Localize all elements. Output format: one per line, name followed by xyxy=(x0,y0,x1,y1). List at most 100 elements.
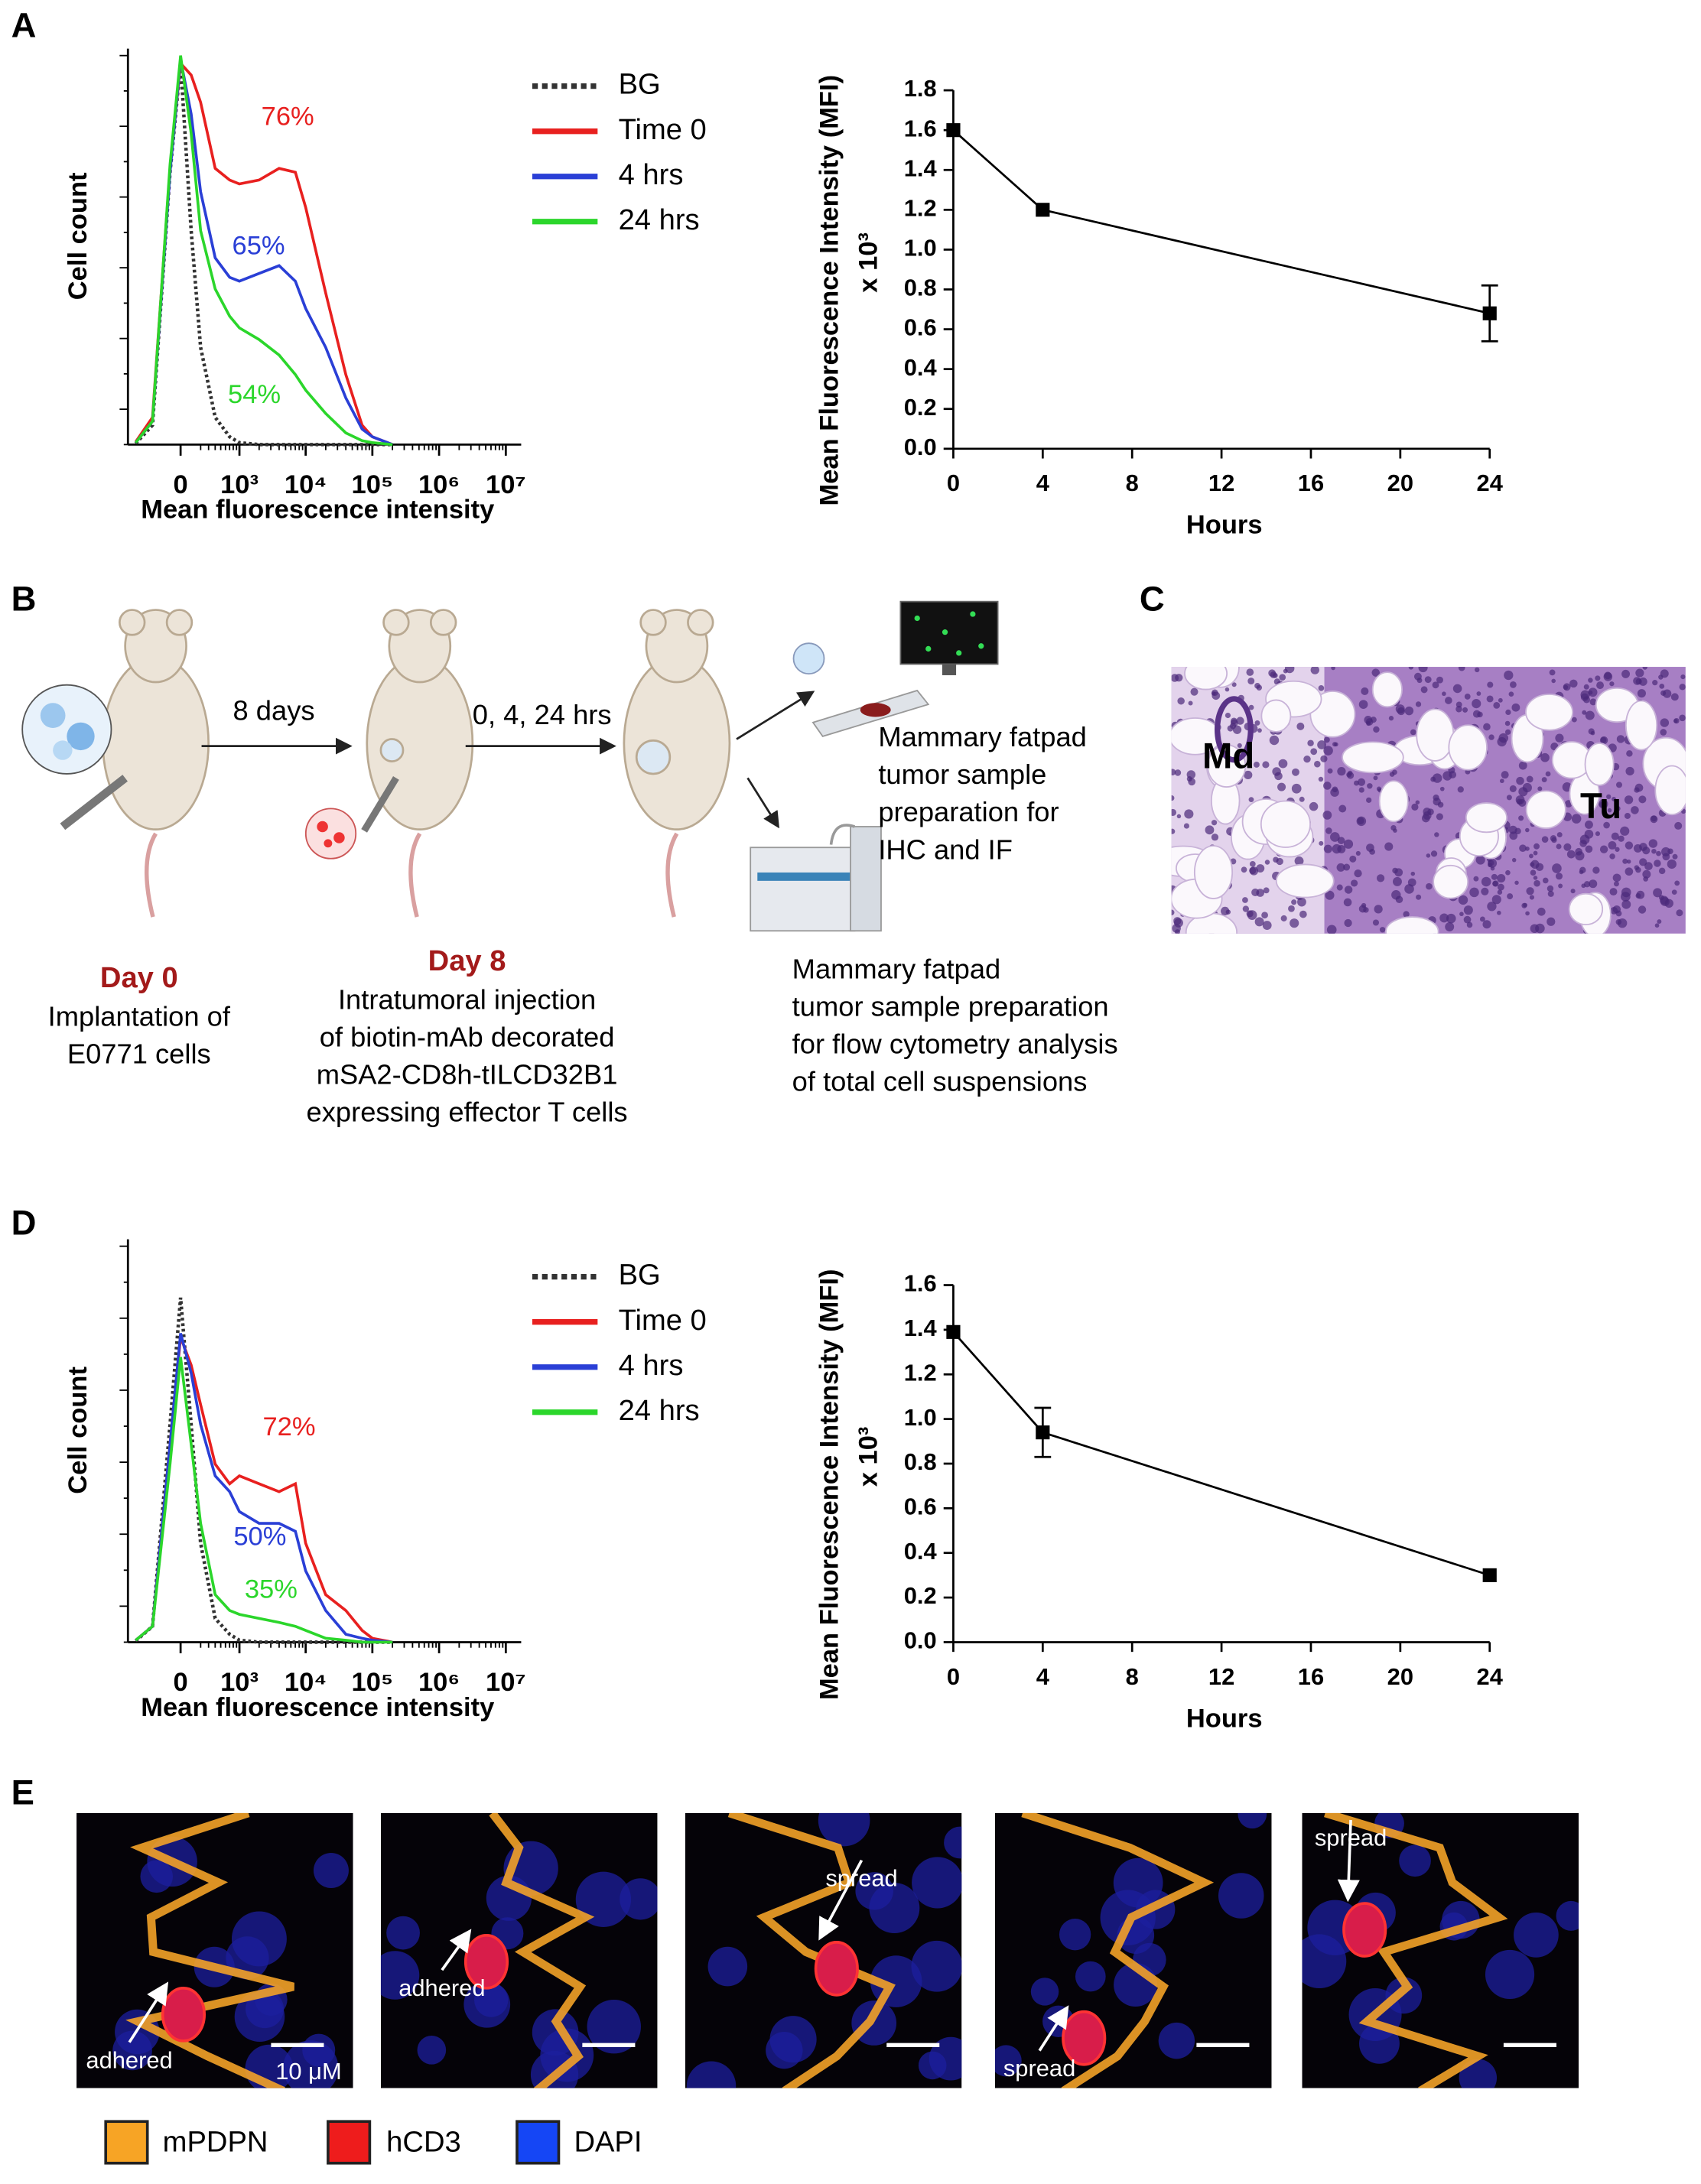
nucleus xyxy=(1463,905,1473,915)
x-tick-label: 8 xyxy=(1126,1663,1139,1690)
x-tick-label: 16 xyxy=(1298,1663,1324,1690)
tissue-label: Tu xyxy=(1580,786,1621,827)
dapi-nucleus xyxy=(112,2030,152,2071)
nucleus xyxy=(1676,909,1683,917)
nucleus xyxy=(1278,759,1288,769)
nucleus xyxy=(1672,853,1678,860)
nucleus xyxy=(1323,736,1330,743)
nucleus xyxy=(1625,867,1634,876)
adipocyte xyxy=(1260,699,1292,733)
nucleus xyxy=(1491,895,1501,905)
nucleus xyxy=(1459,912,1464,917)
nucleus xyxy=(1415,800,1420,804)
data-point xyxy=(1036,1425,1050,1440)
mpdpn-signal xyxy=(727,1812,896,2088)
tissue-label: Md xyxy=(1202,736,1254,776)
dapi-nucleus xyxy=(1485,1949,1535,2000)
nucleus xyxy=(1384,842,1394,851)
nucleus xyxy=(1262,761,1270,769)
nucleus xyxy=(1374,905,1383,914)
nucleus xyxy=(1585,710,1595,720)
nucleus xyxy=(1410,871,1416,876)
hcd3-cell xyxy=(1342,1902,1387,1958)
nucleus xyxy=(1625,766,1634,776)
x-tick-label: 20 xyxy=(1387,470,1413,496)
nucleus xyxy=(1679,684,1686,691)
nucleus xyxy=(1589,879,1598,889)
x-tick-label: 10⁶ xyxy=(418,1668,460,1697)
annotation: 50% xyxy=(233,1522,286,1551)
nucleus xyxy=(1679,714,1686,722)
micrograph xyxy=(685,1812,962,2088)
output-text: tumor sample xyxy=(878,759,1046,790)
series-line xyxy=(952,1331,1491,1577)
nucleus xyxy=(1498,697,1503,703)
dapi-nucleus xyxy=(386,1916,420,1950)
dapi-nucleus xyxy=(929,2036,962,2081)
nucleus xyxy=(1599,736,1608,745)
nucleus xyxy=(1525,911,1530,916)
nucleus xyxy=(1336,863,1345,872)
nucleus xyxy=(1492,880,1499,887)
y-tick-label: 0.8 xyxy=(904,1448,937,1475)
nucleus xyxy=(1638,677,1647,686)
nucleus xyxy=(1530,860,1540,869)
nucleus xyxy=(1521,902,1527,908)
nucleus xyxy=(1550,835,1557,842)
dapi-nucleus xyxy=(1030,1978,1059,2006)
dapi-nucleus xyxy=(1238,1812,1267,1829)
x-axis-title: Hours xyxy=(1186,511,1263,540)
nucleus xyxy=(1183,823,1189,829)
nucleus xyxy=(1211,834,1219,841)
y-tick-label: 0.8 xyxy=(904,275,937,301)
nucleus xyxy=(1269,735,1280,746)
flow-cytometer xyxy=(750,824,882,932)
data-point xyxy=(946,1324,961,1339)
annotation-arrow xyxy=(441,1929,472,1971)
hcd3-cell xyxy=(1062,2010,1107,2066)
x-axis-title: Mean fluorescence intensity xyxy=(141,1693,494,1722)
x-tick-label: 10⁷ xyxy=(486,1668,526,1697)
nucleus xyxy=(1172,924,1181,933)
nucleus xyxy=(1242,905,1250,912)
nucleus xyxy=(1634,865,1640,870)
output-text: Mammary fatpad xyxy=(792,954,1001,985)
nucleus xyxy=(1529,853,1534,859)
nucleus xyxy=(1541,777,1547,782)
nucleus xyxy=(1475,855,1485,865)
nucleus xyxy=(1257,728,1262,733)
nucleus xyxy=(1507,893,1514,900)
dapi-nucleus xyxy=(818,1812,870,1847)
nucleus xyxy=(1579,834,1590,845)
nucleus xyxy=(1588,678,1593,683)
nucleus xyxy=(1505,709,1511,716)
nucleus xyxy=(1481,876,1491,887)
dapi-nucleus xyxy=(1059,1919,1091,1951)
nucleus xyxy=(1319,840,1324,846)
y-axis-title: Mean Fluorescence Intensity (MFI) xyxy=(815,75,844,506)
nucleus xyxy=(1583,881,1591,888)
data-point xyxy=(1036,203,1050,217)
dapi-nucleus xyxy=(313,1853,349,1889)
mpdpn-signal xyxy=(489,1812,595,2088)
nucleus xyxy=(1288,905,1295,912)
nucleus xyxy=(1566,850,1576,859)
y-tick-label: 1.8 xyxy=(904,75,937,102)
legend-swatch xyxy=(327,2120,372,2165)
nucleus xyxy=(1472,699,1481,709)
panel-label: B xyxy=(11,580,37,619)
nucleus xyxy=(1231,717,1238,725)
nucleus xyxy=(1248,704,1254,710)
nucleus xyxy=(1674,880,1680,886)
micrograph xyxy=(1302,1812,1579,2088)
nucleus xyxy=(1323,844,1332,853)
output-text: preparation for xyxy=(878,796,1059,827)
nucleus xyxy=(1638,795,1647,804)
nucleus xyxy=(1571,814,1582,824)
nucleus xyxy=(1280,915,1287,921)
nucleus xyxy=(1534,879,1540,887)
scale-label: 10 μM xyxy=(275,2058,341,2085)
annotation-arrow xyxy=(1038,2005,1069,2052)
nucleus xyxy=(1434,832,1439,837)
nucleus xyxy=(1273,673,1278,678)
